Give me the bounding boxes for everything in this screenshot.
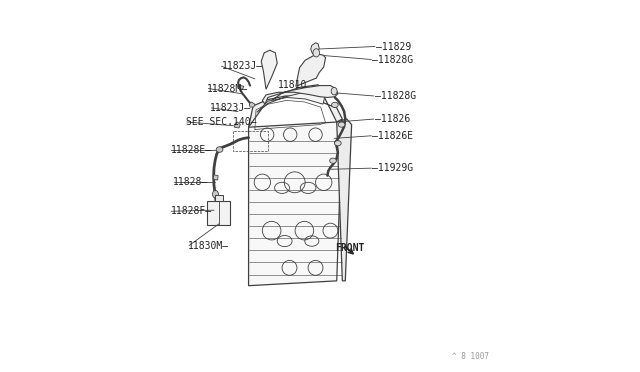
Ellipse shape: [332, 102, 338, 108]
Text: 11830M—: 11830M—: [188, 241, 229, 250]
Text: —11828G: —11828G: [372, 55, 413, 64]
Text: —11828G: —11828G: [374, 91, 416, 101]
Text: —11826: —11826: [374, 114, 410, 124]
Polygon shape: [250, 102, 255, 107]
Polygon shape: [248, 85, 342, 127]
Polygon shape: [215, 195, 223, 201]
Polygon shape: [337, 119, 351, 281]
Ellipse shape: [335, 141, 341, 146]
Polygon shape: [257, 89, 326, 112]
Text: 11828F—: 11828F—: [170, 206, 212, 216]
Ellipse shape: [330, 158, 337, 163]
Polygon shape: [207, 201, 230, 225]
Text: —11829: —11829: [376, 42, 411, 51]
Polygon shape: [262, 86, 338, 104]
Ellipse shape: [216, 147, 223, 153]
Polygon shape: [234, 122, 241, 128]
Polygon shape: [213, 175, 218, 180]
Polygon shape: [261, 50, 277, 89]
Text: 11810: 11810: [278, 80, 308, 90]
Text: —11929G: —11929G: [372, 163, 413, 173]
Text: —11826E: —11826E: [372, 131, 413, 141]
Ellipse shape: [331, 87, 337, 95]
Text: FRONT: FRONT: [335, 244, 364, 253]
Polygon shape: [296, 54, 326, 86]
Polygon shape: [239, 86, 244, 89]
Text: 11823J—: 11823J—: [211, 103, 252, 113]
Text: 11828E—: 11828E—: [170, 145, 212, 154]
Text: ^ 8 1007: ^ 8 1007: [452, 352, 489, 361]
Text: 11828M—: 11828M—: [207, 84, 248, 93]
Ellipse shape: [313, 49, 319, 57]
Text: SEE SEC.140—: SEE SEC.140—: [186, 117, 257, 127]
Ellipse shape: [212, 190, 218, 198]
Ellipse shape: [338, 122, 345, 127]
Text: 11828—: 11828—: [173, 177, 208, 187]
Polygon shape: [310, 43, 319, 54]
Text: 11823J—: 11823J—: [221, 61, 262, 71]
Polygon shape: [248, 119, 342, 286]
